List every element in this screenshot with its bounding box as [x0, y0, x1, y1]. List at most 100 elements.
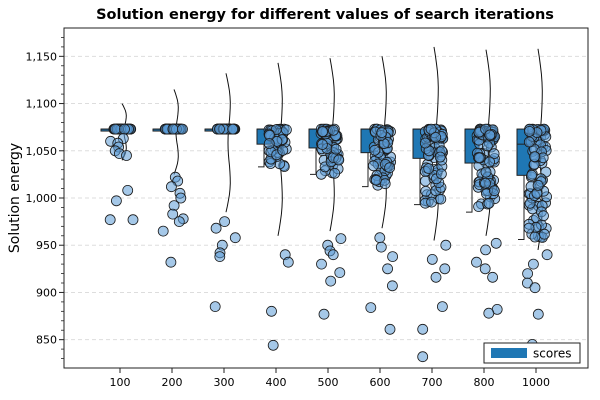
data-point-outlier [316, 258, 327, 270]
data-point-outlier [430, 271, 442, 283]
data-point-outlier [529, 282, 541, 294]
x-tick-label-500: 500 [318, 376, 339, 389]
data-point [384, 162, 396, 174]
group-1000 [516, 48, 553, 350]
x-tick-label-200: 200 [162, 376, 183, 389]
data-point [532, 179, 544, 191]
data-point [483, 197, 495, 209]
data-point [379, 178, 391, 190]
data-point-outlier [173, 216, 185, 228]
legend: scores [483, 342, 581, 364]
data-point-outlier [417, 323, 429, 335]
data-point-outlier [266, 305, 277, 317]
x-tick-label-1000: 1000 [522, 376, 550, 389]
data-point-outlier [365, 302, 377, 314]
data-point [538, 210, 549, 222]
x-tick-label-700: 700 [422, 376, 443, 389]
data-point [419, 137, 431, 149]
data-point-outlier [522, 268, 533, 280]
data-point [227, 123, 239, 135]
data-point [484, 129, 496, 141]
whisker-600 [362, 152, 369, 188]
series-scores [100, 46, 553, 363]
data-point-outlier [541, 249, 553, 261]
data-point-outlier [490, 237, 502, 249]
data-point [524, 125, 535, 137]
y-axis: 850 900 950 1,000 1,050 1,100 1,150 [26, 37, 64, 359]
data-point-outlier [282, 256, 294, 268]
data-point [367, 160, 379, 172]
whisker-800 [466, 163, 473, 213]
data-point [263, 138, 275, 149]
whisker-500 [310, 147, 317, 175]
data-point [430, 131, 442, 143]
data-point-outlier [157, 225, 169, 237]
data-point-outlier [471, 256, 482, 268]
group-400 [256, 62, 294, 351]
grid-lines [64, 55, 588, 341]
data-point [420, 185, 432, 197]
data-point-outlier [104, 214, 116, 226]
x-tick-label-100: 100 [110, 376, 131, 389]
data-point [435, 168, 447, 180]
data-point-outlier [165, 256, 177, 268]
data-point-outlier [382, 263, 394, 275]
group-600 [360, 56, 399, 335]
data-point-outlier [214, 251, 226, 263]
chart-title: Solution energy for different values of … [96, 7, 554, 23]
data-point [370, 174, 382, 186]
group-700 [412, 46, 452, 363]
x-tick-label-800: 800 [474, 376, 495, 389]
whisker-400 [258, 144, 265, 168]
group-800 [464, 49, 503, 319]
data-point-outlier [528, 258, 539, 270]
data-point [425, 123, 437, 135]
data-point [480, 166, 492, 178]
data-point [523, 136, 535, 148]
data-point [426, 196, 438, 208]
data-point [480, 177, 491, 189]
y-tick-label-850: 850 [36, 334, 57, 347]
data-point [484, 156, 496, 168]
data-point [110, 123, 121, 135]
y-axis-label: Solution energy [7, 143, 23, 253]
data-point-outlier [122, 184, 134, 196]
data-point-outlier [440, 239, 452, 251]
group-100 [100, 103, 139, 226]
data-point [167, 123, 179, 135]
data-point-outlier [167, 208, 179, 220]
y-tick-label-1050: 1,050 [26, 145, 58, 158]
y-tick-label-950: 950 [36, 239, 57, 252]
data-point-outlier [375, 241, 387, 253]
data-point-outlier [417, 351, 429, 363]
x-tick-label-300: 300 [214, 376, 235, 389]
data-point [280, 124, 292, 136]
data-point [473, 201, 485, 213]
data-point [434, 151, 446, 163]
legend-swatch [491, 348, 527, 358]
data-point [369, 144, 381, 156]
data-point-outlier [318, 308, 330, 320]
data-point [277, 144, 289, 156]
data-point [119, 123, 130, 135]
data-point-outlier [479, 263, 491, 275]
data-point [529, 231, 541, 243]
data-point-outlier [386, 280, 398, 292]
x-axis: 100 200 300 400 500 600 700 800 1000 [110, 368, 550, 389]
data-point [316, 139, 328, 150]
data-point [481, 140, 493, 152]
data-point [330, 143, 342, 155]
data-point [473, 152, 485, 164]
data-point-outlier [334, 267, 346, 279]
kde-curve-300 [225, 73, 231, 213]
data-point [329, 167, 341, 179]
data-point-outlier [267, 339, 279, 351]
group-500 [308, 58, 347, 320]
data-point-outlier [439, 263, 451, 275]
data-point [488, 148, 500, 160]
data-point-outlier [219, 216, 231, 228]
data-point [523, 222, 535, 234]
data-point-outlier [327, 249, 339, 261]
x-tick-label-600: 600 [370, 376, 391, 389]
data-point-outlier [384, 323, 396, 335]
